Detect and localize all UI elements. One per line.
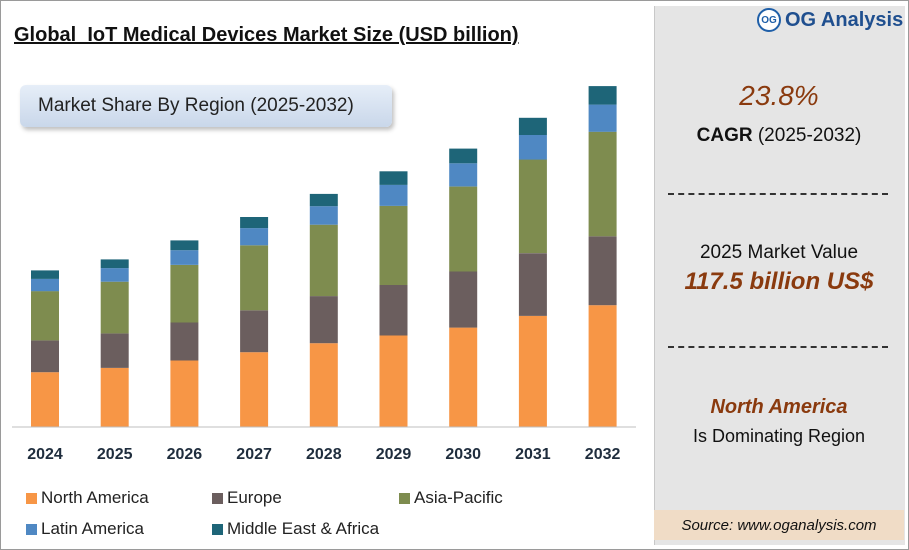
bar-2025-latin-america xyxy=(100,268,129,282)
market-value: 117.5 billion US$ xyxy=(684,268,874,295)
legend-swatch xyxy=(212,492,223,504)
bar-2024-latin-america xyxy=(31,278,59,292)
bar-2026-asia-pacific xyxy=(170,265,199,323)
bar-2027-latin-america xyxy=(240,228,269,246)
x-tick-label: 2025 xyxy=(97,446,133,463)
legend-item: Europe xyxy=(212,488,282,508)
legend-label: Asia-Pacific xyxy=(414,488,503,507)
bar-2029-north-america xyxy=(379,335,408,427)
bar-2024-north-america xyxy=(31,372,59,427)
logo-mark: OG xyxy=(757,8,781,32)
bar-group xyxy=(31,86,617,427)
x-tick-label: 2026 xyxy=(167,446,203,463)
bar-2026-latin-america xyxy=(170,250,199,265)
bar-2029-latin-america xyxy=(379,184,408,206)
bar-2030-asia-pacific xyxy=(449,186,478,272)
x-tick-label: 2032 xyxy=(585,446,621,463)
bar-2025-asia-pacific xyxy=(100,281,129,334)
logo-text: OG Analysis xyxy=(785,8,904,31)
legend-label: North America xyxy=(41,488,149,507)
x-tick-label: 2027 xyxy=(236,446,272,463)
bar-2027-europe xyxy=(240,310,269,353)
bar-2032-asia-pacific xyxy=(588,131,617,237)
market-value-label: 2025 Market Value xyxy=(699,242,859,263)
cagr-label: CAGR (2025-2032) xyxy=(654,125,904,147)
cagr-label-period: (2025-2032) xyxy=(752,125,862,146)
x-tick-label: 2029 xyxy=(376,446,412,463)
bar-2031-asia-pacific xyxy=(518,159,547,254)
chart-title: Global IoT Medical Devices Market Size (… xyxy=(14,24,519,46)
bar-2028-latin-america xyxy=(309,206,338,225)
bar-2031-north-america xyxy=(518,315,547,427)
bar-chart: 2024 2025 2026 2027 2028 2029 2030 2031 2032 xyxy=(12,86,636,463)
legend-item: Latin America xyxy=(26,519,144,539)
bar-2032-europe xyxy=(588,236,617,306)
bar-2029-asia-pacific xyxy=(379,205,408,285)
x-tick-label: 2030 xyxy=(445,446,481,463)
bar-2025-middle-east-africa xyxy=(100,259,129,269)
bar-2031-europe xyxy=(518,253,547,316)
bar-2027-middle-east-africa xyxy=(240,217,269,229)
bar-2026-europe xyxy=(170,322,199,361)
bar-2026-middle-east-africa xyxy=(170,240,199,251)
legend-label: Middle East & Africa xyxy=(227,519,380,538)
legend-item: North America xyxy=(26,488,149,508)
x-tick-labels: 2024 2025 2026 2027 2028 2029 2030 2031 2032 xyxy=(27,446,620,463)
bar-2028-asia-pacific xyxy=(309,224,338,297)
bar-2031-middle-east-africa xyxy=(518,117,547,135)
cagr-value: 23.8% xyxy=(739,80,819,111)
bar-2032-middle-east-africa xyxy=(588,86,617,105)
subtitle-box: Market Share By Region (2025-2032) xyxy=(20,85,392,127)
bar-2027-north-america xyxy=(240,352,269,427)
divider-top xyxy=(668,193,888,195)
dominating-region: North America xyxy=(710,396,848,418)
bar-2024-middle-east-africa xyxy=(31,270,59,279)
bar-2032-north-america xyxy=(588,305,617,427)
bar-2030-middle-east-africa xyxy=(449,148,478,164)
bar-2025-europe xyxy=(100,333,129,368)
info-panel xyxy=(654,6,905,545)
legend-item: Middle East & Africa xyxy=(212,519,379,539)
bar-2030-europe xyxy=(449,271,478,328)
cagr-label-bold: CAGR xyxy=(696,125,753,146)
bar-2026-north-america xyxy=(170,360,199,427)
bar-2025-north-america xyxy=(100,367,129,427)
legend-label: Europe xyxy=(227,488,282,507)
legend-label: Latin America xyxy=(41,519,144,538)
legend-item: Asia-Pacific xyxy=(399,488,503,508)
legend-swatch xyxy=(399,492,410,504)
bar-2031-latin-america xyxy=(518,135,547,160)
bar-2029-middle-east-africa xyxy=(379,171,408,185)
bar-2028-europe xyxy=(309,296,338,344)
source-text: Source: www.oganalysis.com xyxy=(681,516,877,534)
legend-swatch xyxy=(26,523,37,535)
bar-2027-asia-pacific xyxy=(240,245,269,311)
bar-2030-latin-america xyxy=(449,163,478,187)
bar-2028-north-america xyxy=(309,343,338,427)
x-tick-label: 2028 xyxy=(306,446,342,463)
chart-legend: North America Europe Asia-Pacific Latin Ame… xyxy=(26,488,636,548)
x-tick-label: 2024 xyxy=(27,446,63,463)
bar-2030-north-america xyxy=(449,327,478,427)
chart-subtitle: Market Share By Region (2025-2032) xyxy=(38,95,354,116)
bar-2032-latin-america xyxy=(588,104,617,132)
divider-bottom xyxy=(668,346,888,348)
dominating-region-label: Is Dominating Region xyxy=(692,426,866,446)
bar-2024-asia-pacific xyxy=(31,291,59,341)
legend-swatch xyxy=(26,492,37,504)
bar-2029-europe xyxy=(379,284,408,336)
og-analysis-logo: OG OG Analysis xyxy=(757,8,903,32)
source-note: Source: www.oganalysis.com xyxy=(654,510,904,540)
bar-2028-middle-east-africa xyxy=(309,193,338,207)
bar-2024-europe xyxy=(31,340,59,373)
legend-swatch xyxy=(212,523,223,535)
x-tick-label: 2031 xyxy=(515,446,551,463)
